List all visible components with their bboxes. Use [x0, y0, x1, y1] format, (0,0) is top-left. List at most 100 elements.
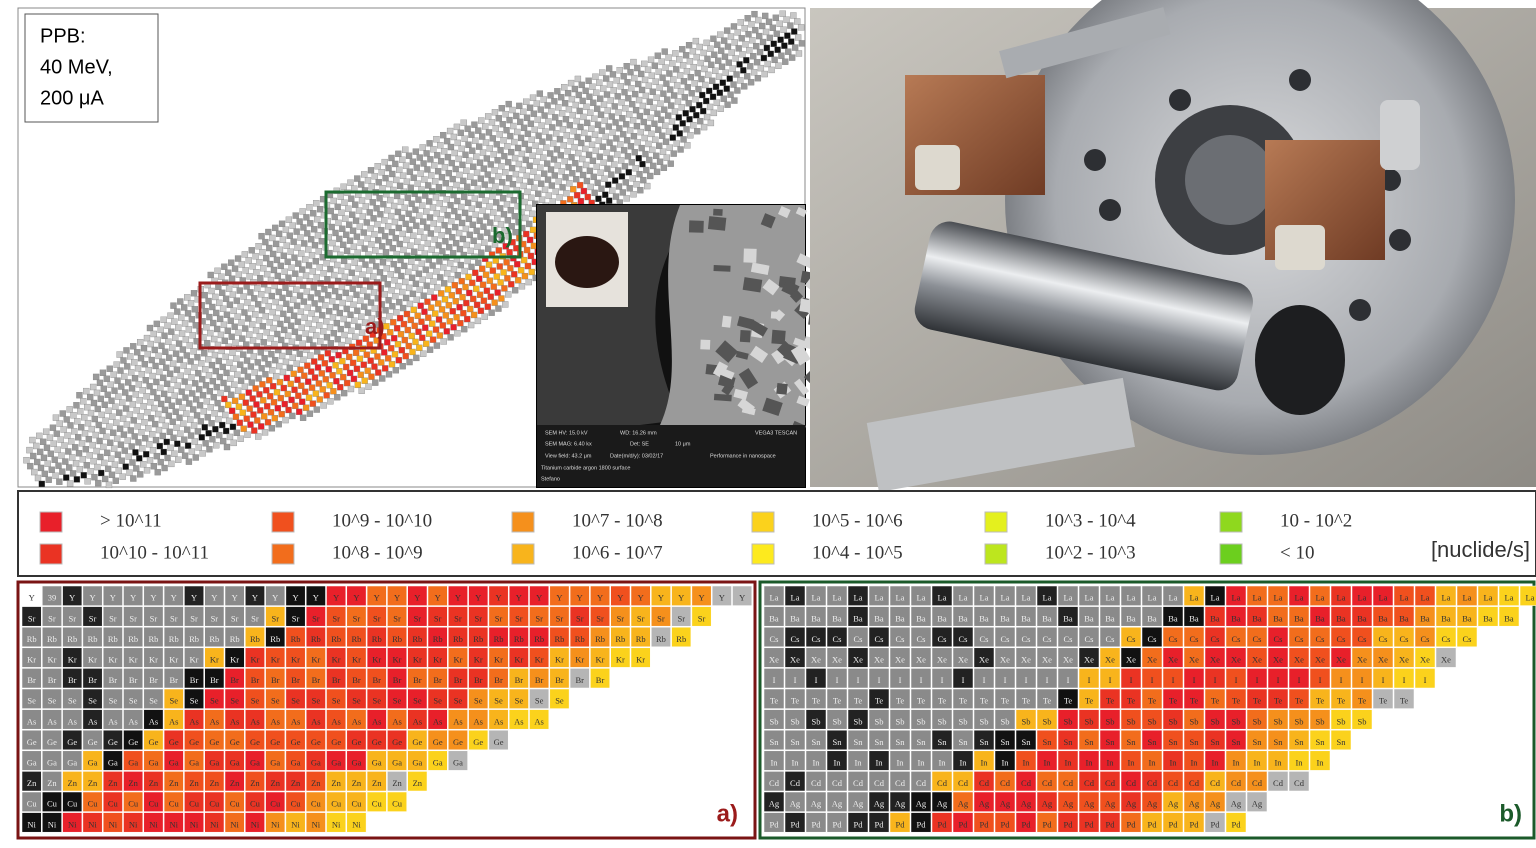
nuclide-cell: [171, 451, 177, 457]
nuclide-cell: [406, 343, 412, 349]
nuclide-symbol: Ag: [937, 799, 948, 809]
nuclide-symbol: Cd: [853, 778, 864, 788]
nuclide-cell: [114, 362, 120, 368]
nuclide-cell: [437, 274, 443, 280]
nuclide-cell: [607, 81, 613, 87]
nuclide-cell: [653, 153, 659, 159]
nuclide-symbol: Ni: [27, 819, 36, 829]
nuclide-cell: [585, 136, 591, 142]
nuclide-symbol: Se: [271, 696, 280, 706]
nuclide-cell: [202, 292, 208, 298]
nuclide-cell: [97, 454, 103, 460]
nuclide-cell: [765, 61, 771, 67]
nuclide-cell: [256, 391, 262, 397]
nuclide-cell: [119, 400, 125, 406]
nuclide-cell: [303, 214, 309, 220]
nuclide-symbol: Sb: [1295, 716, 1304, 726]
nuclide-symbol: Cs: [1463, 634, 1472, 644]
nuclide-cell: [154, 453, 160, 459]
nuclide-cell: [361, 171, 367, 177]
nuclide-cell: [421, 160, 427, 166]
nuclide-cell: [485, 113, 491, 119]
nuclide-cell: [299, 399, 305, 405]
nuclide-cell: [416, 329, 422, 335]
nuclide-cell: [277, 321, 283, 327]
nuclide-cell: [151, 331, 157, 337]
nuclide-cell: [433, 136, 439, 142]
nuclide-cell: [107, 440, 113, 446]
nuclide-cell: [592, 132, 598, 138]
nuclide-cell: [709, 78, 715, 84]
nuclide-cell: [67, 481, 73, 487]
nuclide-symbol: Sb: [854, 716, 863, 726]
nuclide-symbol: Ag: [1189, 799, 1200, 809]
nuclide-cell: [180, 405, 186, 411]
nuclide-cell: [156, 427, 162, 433]
nuclide-symbol: Sn: [1043, 737, 1053, 747]
nuclide-cell: [147, 457, 153, 463]
nuclide-cell: [193, 396, 199, 402]
nuclide-cell: [610, 71, 616, 77]
nuclide-cell: [413, 355, 419, 361]
nuclide-symbol: Ge: [148, 737, 158, 747]
nuclide-cell: [555, 162, 561, 168]
nuclide-cell: [162, 407, 168, 413]
nuclide-cell: [425, 241, 431, 247]
nuclide-cell: [631, 75, 637, 81]
nuclide-symbol: Kr: [596, 655, 605, 665]
nuclide-cell: [402, 337, 408, 343]
nuclide-symbol: Ni: [332, 819, 341, 829]
nuclide-cell: [262, 429, 268, 435]
nuclide-cell: [529, 211, 535, 217]
nuclide-cell: [384, 207, 390, 213]
nuclide-symbol: Sn: [1295, 737, 1305, 747]
nuclide-symbol: Cs: [812, 634, 821, 644]
nuclide-symbol: Xe: [874, 655, 884, 665]
nuclide-cell: [645, 67, 651, 73]
nuclide-cell: [739, 35, 745, 41]
nuclide-cell: [154, 395, 160, 401]
nuclide-symbol: Pd: [1106, 819, 1116, 829]
nuclide-cell: [498, 279, 504, 285]
nuclide-symbol: Ge: [88, 737, 98, 747]
nuclide-cell: [475, 318, 481, 324]
nuclide-cell: [455, 272, 461, 278]
nuclide-cell: [84, 404, 90, 410]
nuclide-cell: [188, 358, 194, 364]
nuclide-cell: [524, 189, 530, 195]
nuclide-cell: [579, 82, 585, 88]
nuclide-symbol: La: [959, 593, 968, 603]
nuclide-cell: [218, 274, 224, 280]
nuclide-cell: [217, 374, 223, 380]
nuclide-symbol: Cu: [230, 799, 241, 809]
nuclide-cell: [661, 107, 667, 113]
nuclide-cell: [246, 331, 252, 337]
nuclide-cell: [542, 113, 548, 119]
nuclide-cell: [229, 334, 235, 340]
nuclide-cell: [470, 222, 476, 228]
nuclide-symbol: Sn: [875, 737, 885, 747]
nuclide-symbol: I: [1109, 675, 1112, 685]
nuclide-symbol: Te: [1043, 696, 1052, 706]
sem-label: Date(m/d/y): 03/02/17: [610, 453, 663, 459]
nuclide-symbol: Cs: [1358, 634, 1367, 644]
nuclide-cell: [589, 84, 595, 90]
nuclide-cell: [175, 325, 181, 331]
nuclide-cell: [467, 174, 473, 180]
nuclide-symbol: La: [854, 593, 863, 603]
nuclide-cell: [197, 402, 203, 408]
nuclide-cell: [81, 414, 87, 420]
nuclide-cell: [341, 184, 347, 190]
nuclide-cell: [99, 412, 105, 418]
nuclide-cell: [241, 310, 247, 316]
nuclide-cell: [644, 109, 650, 115]
nuclide-symbol: Ag: [1105, 799, 1116, 809]
nuclide-cell: [336, 368, 342, 374]
legend-swatch: [985, 512, 1007, 532]
nuclide-cell: [407, 301, 413, 307]
nuclide-cell: [419, 335, 425, 341]
nuclide-cell: [220, 438, 226, 444]
nuclide-cell: [404, 237, 410, 243]
nuclide-cell: [678, 146, 684, 152]
nuclide-cell: [504, 275, 510, 281]
